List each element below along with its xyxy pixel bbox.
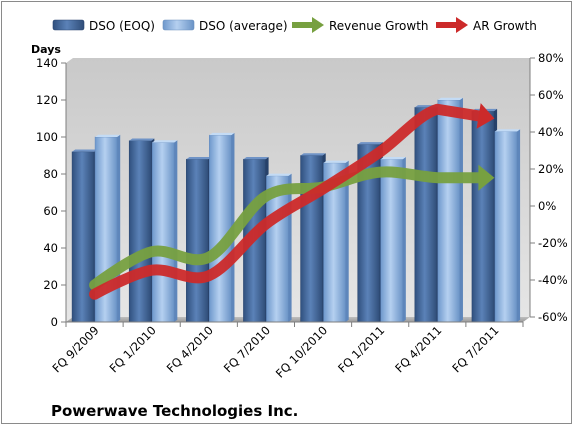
line-ar-growth [89,103,485,300]
bar-dso-average [437,99,461,323]
x-tick-label: FQ 1/2011 [335,323,387,375]
y-tick-label-right: -40% [538,273,568,287]
legend-swatch-dso-average [162,19,195,31]
y-tick-label-right: 20% [538,162,564,176]
legend-label-ar-growth: AR Growth [473,19,537,33]
arrowhead-ar-growth [476,103,495,129]
bar-top-dso-average [494,129,521,132]
legend-item-ar-growth: AR Growth [436,17,537,33]
bar-top-dso-eoq [357,142,383,145]
legend-swatch-dso-eoq [52,19,85,31]
legend-label-dso-eoq: DSO (EOQ) [89,19,155,33]
bar-side-dso-average [459,97,463,322]
y-tick-label-right: 80% [538,51,564,65]
legend-label-dso-average: DSO (average) [199,19,288,33]
bar-side-dso-average [288,173,292,322]
legend: DSO (EOQ) DSO (average) Revenue Growth A… [52,17,537,33]
x-tick-label: FQ 4/2010 [164,323,216,375]
bar-top-dso-average [323,160,349,163]
bar-dso-eoq [471,110,495,323]
bar-top-dso-average [209,132,235,136]
bar-dso-average [151,142,175,323]
bar-dso-average [380,158,403,323]
y-tick-label-right: 40% [538,125,564,139]
legend-arrow-revenue-growth [292,17,324,33]
bar-top-dso-eoq [243,156,269,160]
plot-floor [66,317,530,322]
y-tick-label-right: 60% [538,88,564,102]
y-tick-label-left: 40 [43,241,58,255]
arrowhead-revenue-growth [478,164,495,191]
bar-dso-eoq [300,155,323,323]
y-tick-label-left: 140 [36,56,58,70]
legend-item-dso-eoq: DSO (EOQ) [52,19,155,33]
bar-dso-average [209,134,232,323]
bar-top-dso-eoq [186,156,212,160]
bar-side-dso-average [402,156,406,322]
x-tick-label: FQ 7/2010 [221,323,273,375]
y-tick-label-left: 20 [43,278,58,292]
bar-side-dso-average [117,134,121,322]
y-tick-label-left: 0 [51,315,58,329]
x-tick-label: FQ 9/2009 [50,323,102,375]
bar-dso-eoq [186,158,209,323]
bar-side-dso-average [174,140,178,322]
y-axis-title: Days [31,43,61,56]
y-tick-label-right: -60% [538,310,568,324]
bar-top-dso-eoq [72,149,98,152]
bar-top-dso-eoq [129,138,155,141]
bar-dso-eoq [414,107,438,323]
line-revenue-growth [89,166,484,291]
bar-top-dso-average [437,97,463,100]
bar-side-dso-average [345,160,349,322]
bar-top-dso-average [152,140,178,143]
y-tick-label-left: 100 [36,130,58,144]
y-tick-label-left: 120 [36,93,58,107]
y-tick-label-right: -20% [538,236,568,250]
company-name: Powerwave Technologies Inc. [51,402,298,420]
bar-dso-eoq [128,140,152,323]
legend-item-dso-average: DSO (average) [162,19,288,33]
y-tick-label-left: 80 [43,167,58,181]
legend-item-revenue-growth: Revenue Growth [292,17,429,33]
bar-top-dso-average [266,173,292,176]
x-tick-label: FQ 10/2010 [273,323,330,380]
y-tick-label-right: 0% [538,199,556,213]
legend-arrow-ar-growth [436,17,468,33]
bar-top-dso-average [380,156,406,160]
legend-label-revenue-growth: Revenue Growth [329,19,429,33]
bar-top-dso-average [95,134,121,137]
bar-top-dso-eoq [300,153,326,156]
bar-dso-average [494,131,518,323]
y-tick-label-left: 60 [43,204,58,218]
x-tick-label: FQ 4/2011 [392,323,444,375]
bar-side-dso-average [516,129,521,322]
x-tick-label: FQ 7/2011 [449,323,501,375]
x-tick-label: FQ 1/2010 [107,323,159,375]
